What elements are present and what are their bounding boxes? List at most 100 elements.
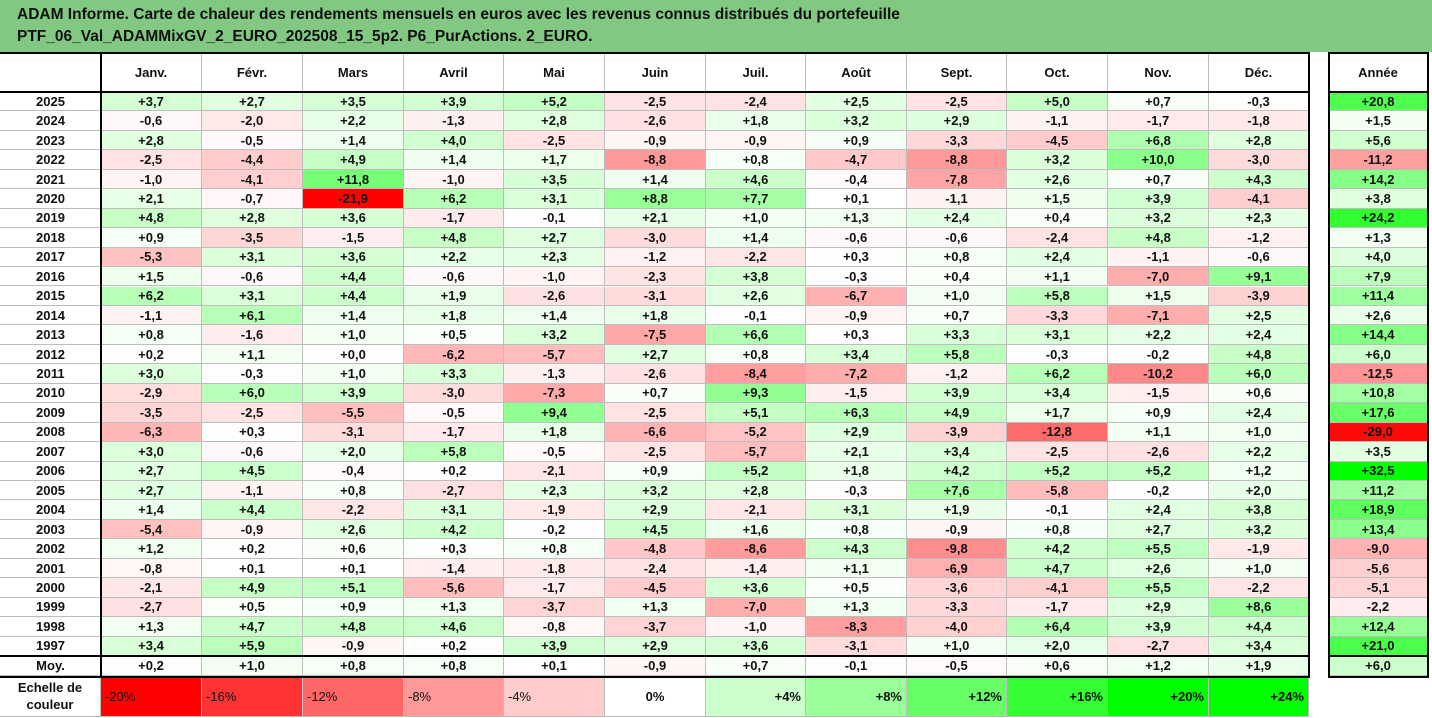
heatmap-cell: +1,7 <box>504 150 605 170</box>
heatmap-cell: +1,0 <box>1209 558 1309 579</box>
heatmap-cell: +4,0 <box>404 130 504 151</box>
heatmap-cell: -3,1 <box>806 636 907 657</box>
heatmap-cell: -0,9 <box>806 305 907 326</box>
table-border-bottom <box>0 676 1309 679</box>
heatmap-cell: -3,7 <box>504 597 605 618</box>
heatmap-cell: +0,5 <box>806 578 907 598</box>
annual-cell: +2,6 <box>1329 305 1428 326</box>
heatmap-cell: +4,9 <box>907 403 1007 423</box>
annual-cell: -5,6 <box>1329 558 1428 579</box>
heatmap-cell: -1,9 <box>504 500 605 520</box>
scale-swatch: +20% <box>1108 676 1209 717</box>
heatmap-cell: +2,0 <box>1209 481 1309 501</box>
heatmap-cell: +4,8 <box>101 208 202 229</box>
average-divider-annual <box>1329 655 1428 658</box>
heatmap-cell: +3,4 <box>101 636 202 657</box>
heatmap-cell: +5,0 <box>1007 92 1108 112</box>
heatmap-cell: +4,7 <box>1007 558 1108 579</box>
heatmap-cell: +1,9 <box>404 286 504 306</box>
heatmap-cell: +2,8 <box>504 111 605 131</box>
heatmap-cell: -2,2 <box>303 500 404 520</box>
heatmap-cell: +3,1 <box>1007 325 1108 345</box>
annual-cell: +3,5 <box>1329 442 1428 462</box>
heatmap-cell: +2,4 <box>907 208 1007 229</box>
year-label: 1998 <box>0 617 101 637</box>
year-label: 1997 <box>0 636 101 657</box>
heatmap-cell: +3,2 <box>1007 150 1108 170</box>
average-annual-cell: +6,0 <box>1329 656 1428 677</box>
heatmap-cell: +8,8 <box>605 189 706 209</box>
heatmap-cell: +3,1 <box>806 500 907 520</box>
average-label: Moy. <box>0 656 101 677</box>
heatmap-cell: +2,2 <box>1108 325 1209 345</box>
year-label: 2016 <box>0 267 101 287</box>
heatmap-cell: +0,1 <box>806 189 907 209</box>
heatmap-cell: -1,4 <box>404 558 504 579</box>
heatmap-cell: -1,2 <box>907 364 1007 384</box>
heatmap-cell: -2,6 <box>605 364 706 384</box>
heatmap-cell: +9,4 <box>504 403 605 423</box>
year-label: 2005 <box>0 481 101 501</box>
heatmap-cell: +2,8 <box>101 130 202 151</box>
heatmap-cell: +6,1 <box>202 305 303 326</box>
heatmap-cell: +4,6 <box>404 617 504 637</box>
annual-cell: +7,9 <box>1329 267 1428 287</box>
heatmap-cell: +0,9 <box>303 597 404 618</box>
heatmap-cell: +2,4 <box>1209 325 1309 345</box>
heatmap-cell: -1,0 <box>504 267 605 287</box>
heatmap-cell: +4,2 <box>907 461 1007 481</box>
heatmap-cell: -2,6 <box>605 111 706 131</box>
heatmap-cell: -2,6 <box>504 286 605 306</box>
heatmap-cell: -0,6 <box>806 228 907 248</box>
annual-cell: -12,5 <box>1329 364 1428 384</box>
heatmap-cell: -2,1 <box>504 461 605 481</box>
heatmap-cell: +5,8 <box>404 442 504 462</box>
year-label: 2000 <box>0 578 101 598</box>
heatmap-cell: -4,1 <box>1007 578 1108 598</box>
heatmap-cell: -2,5 <box>605 442 706 462</box>
heatmap-cell: -1,7 <box>404 422 504 443</box>
heatmap-cell: -8,8 <box>605 150 706 170</box>
heatmap-cell: -1,0 <box>706 617 806 637</box>
heatmap-cell: -0,1 <box>1007 500 1108 520</box>
heatmap-cell: +1,1 <box>202 344 303 365</box>
heatmap-cell: -3,0 <box>1209 150 1309 170</box>
heatmap-cell: +9,1 <box>1209 267 1309 287</box>
heatmap-cell: +2,2 <box>1209 442 1309 462</box>
heatmap-cell: +5,1 <box>706 403 806 423</box>
heatmap-cell: -8,6 <box>706 539 806 559</box>
heatmap-cell: +3,5 <box>303 92 404 112</box>
heatmap-cell: -0,6 <box>404 267 504 287</box>
heatmap-cell: -3,9 <box>907 422 1007 443</box>
heatmap-cell: +1,0 <box>1209 422 1309 443</box>
scale-swatch: -20% <box>101 676 202 717</box>
average-cell: +0,1 <box>504 656 605 677</box>
heatmap-cell: +6,4 <box>1007 617 1108 637</box>
annual-cell: +5,6 <box>1329 130 1428 151</box>
heatmap-cell: -2,7 <box>1108 636 1209 657</box>
year-label: 2006 <box>0 461 101 481</box>
heatmap-cell: +0,8 <box>504 539 605 559</box>
heatmap-cell: +3,3 <box>404 364 504 384</box>
scale-swatch: +16% <box>1007 676 1108 717</box>
heatmap-cell: +2,5 <box>806 92 907 112</box>
annual-cell: +18,9 <box>1329 500 1428 520</box>
heatmap-cell: +1,4 <box>404 150 504 170</box>
heatmap-cell: +1,9 <box>907 500 1007 520</box>
heatmap-cell: +3,1 <box>504 189 605 209</box>
heatmap-cell: -0,6 <box>907 228 1007 248</box>
title-line-2: PTF_06_Val_ADAMMixGV_2_EURO_202508_15_5p… <box>17 28 593 45</box>
heatmap-cell: -2,2 <box>1209 578 1309 598</box>
heatmap-cell: -2,5 <box>907 92 1007 112</box>
heatmap-cell: -3,5 <box>101 403 202 423</box>
annual-cell: +10,8 <box>1329 383 1428 404</box>
heatmap-cell: +5,5 <box>1108 539 1209 559</box>
heatmap-cell: +4,2 <box>1007 539 1108 559</box>
heatmap-cell: -0,9 <box>706 130 806 151</box>
heatmap-cell: -2,3 <box>605 267 706 287</box>
heatmap-cell: +11,8 <box>303 169 404 190</box>
heatmap-cell: +0,8 <box>303 481 404 501</box>
heatmap-cell: -4,4 <box>202 150 303 170</box>
heatmap-cell: +6,2 <box>1007 364 1108 384</box>
heatmap-cell: -7,2 <box>806 364 907 384</box>
